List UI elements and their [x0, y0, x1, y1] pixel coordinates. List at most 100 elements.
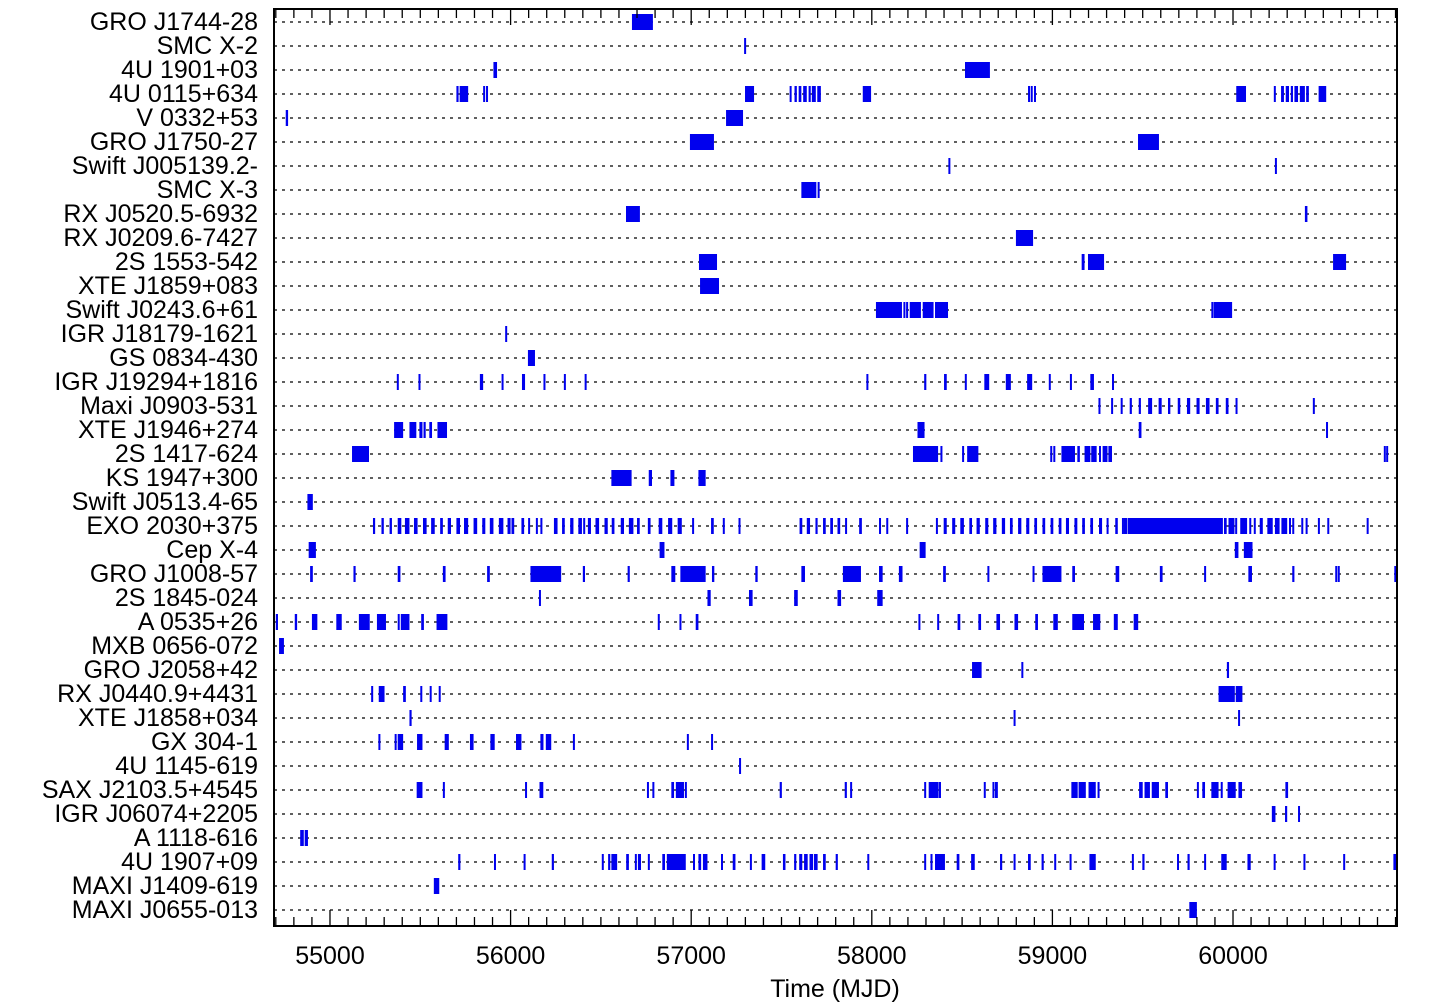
observation-bar [912, 446, 939, 462]
observation-bar [745, 86, 755, 102]
observation-bar [698, 470, 706, 486]
observation-bar [1084, 446, 1091, 462]
observation-bar [657, 614, 660, 630]
observation-bar [1091, 446, 1097, 462]
observation-bar [1292, 566, 1295, 582]
source-label: RX J0520.5-6932 [63, 200, 258, 228]
observation-bar [711, 734, 714, 750]
observation-bar [1078, 782, 1086, 798]
observation-bar [1301, 518, 1304, 534]
observation-bar [483, 86, 486, 102]
observation-bar [917, 422, 925, 438]
observation-bar [1318, 86, 1327, 102]
observation-bar [924, 782, 927, 798]
observation-bar [1015, 230, 1034, 246]
observation-bar [835, 854, 838, 870]
observation-bar [447, 518, 451, 534]
observation-bar [1142, 854, 1145, 870]
source-label: 4U 1907+09 [121, 848, 258, 876]
observation-bar [862, 86, 872, 102]
observation-bar [1327, 518, 1330, 534]
observation-bar [294, 614, 298, 630]
observation-bar [1089, 854, 1096, 870]
observation-bar [1221, 854, 1227, 870]
observation-bar [749, 854, 752, 870]
observation-bar [744, 38, 747, 54]
observation-bar [1299, 86, 1305, 102]
observation-bar [817, 182, 820, 198]
observation-bar [1074, 518, 1078, 534]
observation-bar [935, 518, 938, 534]
observation-bar [1243, 542, 1253, 558]
observation-bar [1253, 518, 1256, 534]
observation-bar [684, 782, 687, 798]
observation-bar [1027, 374, 1033, 390]
observation-bar [300, 830, 304, 846]
observation-bar [1106, 518, 1109, 534]
observation-bar [817, 86, 821, 102]
observation-bar [909, 302, 921, 318]
observation-bar [1186, 398, 1191, 414]
observation-bar [1081, 254, 1085, 270]
observation-bar [1234, 542, 1239, 558]
observation-bar [971, 854, 975, 870]
observation-bar [397, 518, 402, 534]
source-label: SAX J2103.5+4545 [42, 776, 258, 804]
observation-bar [595, 518, 600, 534]
observation-bar [489, 518, 494, 534]
observation-bar [1021, 662, 1024, 678]
observation-bar [442, 782, 445, 798]
observation-bar [720, 854, 723, 870]
observation-bar [803, 86, 807, 102]
observation-bar [423, 422, 426, 438]
observation-bar [1069, 854, 1072, 870]
observation-bar [957, 614, 961, 630]
observation-bar [1133, 614, 1139, 630]
observation-bar [1099, 518, 1103, 534]
observation-bar [1018, 518, 1022, 534]
observation-bar [437, 422, 448, 438]
observation-bar [903, 302, 906, 318]
source-label: 2S 1553-542 [115, 248, 258, 276]
observation-bar [1223, 518, 1227, 534]
observation-bar [1304, 206, 1308, 222]
observation-bar [1337, 566, 1340, 582]
observation-bar [993, 518, 997, 534]
observation-bar [845, 518, 848, 534]
observation-bar [875, 302, 902, 318]
observation-bar [1273, 86, 1276, 102]
observation-bar [1111, 398, 1114, 414]
x-axis-label: Time (MJD) [770, 975, 900, 1003]
observation-bar [789, 86, 792, 102]
observation-bar [1093, 614, 1101, 630]
observation-bar [919, 542, 926, 558]
observation-bar [1028, 854, 1031, 870]
observation-bar [1097, 782, 1100, 798]
observation-bar [830, 518, 833, 534]
observation-bar [1288, 518, 1291, 534]
observation-bar [1026, 518, 1030, 534]
observation-bar [1366, 518, 1369, 534]
observation-bar [1098, 398, 1101, 414]
observation-bar [799, 518, 803, 534]
observation-bar [637, 518, 640, 534]
observation-bar [436, 614, 448, 630]
observation-bar [469, 734, 474, 750]
observation-bar [1048, 374, 1051, 390]
observation-bar [521, 518, 525, 534]
source-label: GS 0834-430 [109, 344, 258, 372]
observation-bar [1009, 518, 1013, 534]
x-axis-tick-labels: 55000 56000 57000 58000 59000 60000 [295, 942, 1268, 970]
observation-bar [940, 446, 943, 462]
observation-bar [695, 614, 699, 630]
x-tick-label: 60000 [1198, 942, 1268, 970]
observation-bar [479, 374, 484, 390]
source-label: RX J0440.9+4431 [57, 680, 258, 708]
observation-bar [620, 518, 625, 534]
observation-bar [976, 518, 980, 534]
observation-bar [978, 614, 982, 630]
source-label: 2S 1417-624 [115, 440, 258, 468]
observation-bar [837, 590, 842, 606]
observation-bar [541, 782, 544, 798]
observation-bar [1053, 446, 1056, 462]
